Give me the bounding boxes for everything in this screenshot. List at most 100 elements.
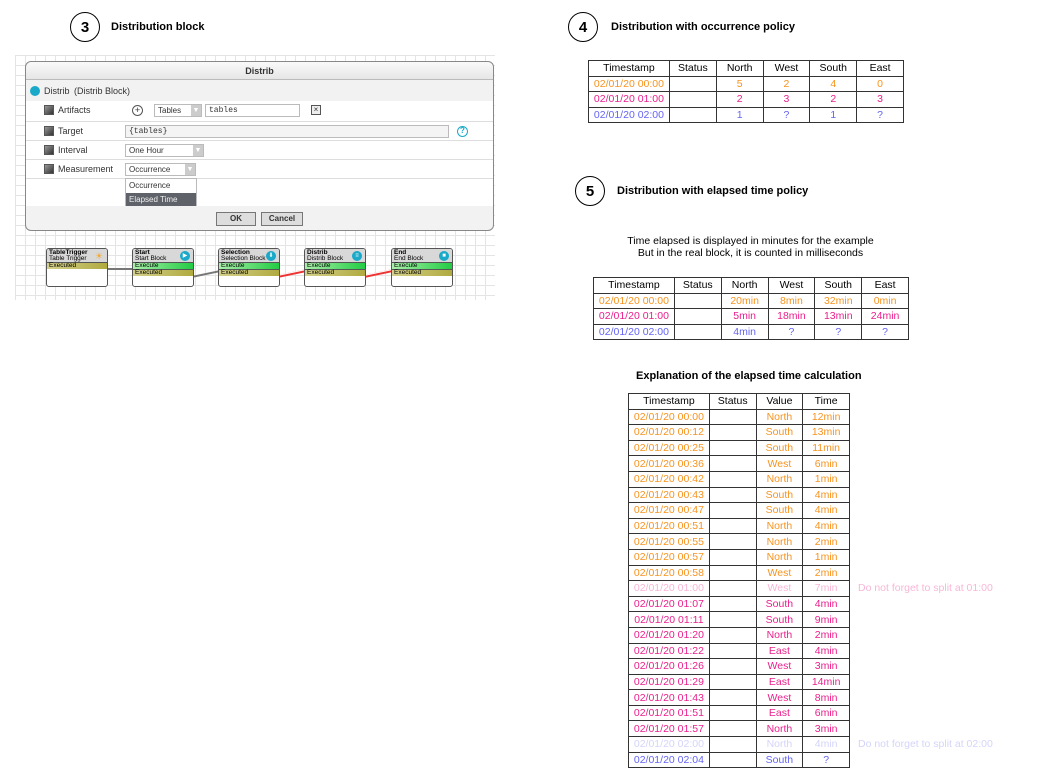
table-cell: West — [755, 564, 804, 582]
table-cell: East — [755, 704, 804, 722]
table-cell — [708, 689, 757, 706]
table-row: 02/01/20 01:43 West 8min — [628, 689, 850, 706]
block-type: (Distrib Block) — [74, 86, 131, 96]
table-row: 02/01/20 00:42 North 1min — [628, 470, 850, 488]
block-header: TableTrigger Table Trigger — [47, 249, 107, 262]
column-header: Timestamp — [593, 277, 675, 294]
table-cell: 02/01/20 00:00 — [628, 408, 710, 426]
option-elapsed-time[interactable]: Elapsed Time — [126, 193, 196, 206]
block-name: Distrib — [44, 86, 70, 96]
dialog-spacer — [26, 179, 493, 206]
workflow-block-selection[interactable]: Selection Selection Block ⬇ Execute Executed — [218, 248, 280, 287]
port-executed[interactable]: Executed — [305, 269, 365, 276]
port-execute[interactable]: Execute — [133, 262, 193, 269]
table-cell: 02/01/20 00:42 — [628, 470, 710, 488]
table-cell: 02/01/20 00:25 — [628, 439, 710, 457]
measurement-select[interactable]: Occurrence ▼ — [125, 163, 196, 176]
distrib-icon — [30, 86, 40, 96]
add-artifact-icon[interactable]: + — [132, 105, 143, 116]
table-cell — [708, 642, 757, 660]
table-cell: 02/01/20 01:20 — [628, 626, 710, 644]
remove-artifact-icon[interactable]: × — [311, 105, 321, 115]
section-5-title: Distribution with elapsed time policy — [617, 185, 809, 197]
table-cell: South — [755, 424, 804, 441]
filter-icon: ⬇ — [266, 251, 276, 261]
table-cell: West — [755, 658, 804, 675]
table-cell: North — [755, 408, 804, 426]
table-cell: 4min — [802, 595, 850, 613]
table-cell — [708, 455, 757, 472]
artifacts-value-input[interactable]: tables — [205, 104, 300, 117]
table-row: 02/01/20 02:00 North 4min — [628, 736, 850, 753]
port-executed[interactable]: Executed — [133, 269, 193, 276]
table-cell — [708, 533, 757, 550]
table-cell: 02/01/20 01:11 — [628, 611, 710, 628]
table-cell — [708, 611, 757, 628]
table-cell: 1min — [802, 548, 850, 566]
table-cell: 02/01/20 00:58 — [628, 564, 710, 582]
port-executed[interactable]: Executed — [219, 269, 279, 276]
port-execute[interactable]: Execute — [219, 262, 279, 269]
table-cell: North — [755, 626, 804, 644]
table-cell: ? — [856, 106, 904, 124]
table-cell: 6min — [802, 704, 850, 722]
table-cell: 1 — [715, 106, 764, 124]
table-cell: 3 — [856, 91, 904, 108]
cancel-button[interactable]: Cancel — [261, 212, 303, 226]
section-3-number: 3 — [70, 12, 100, 42]
ok-button[interactable]: OK — [216, 212, 256, 226]
workflow-block-tabletrigger[interactable]: TableTrigger Table Trigger ☀ Executed — [46, 248, 108, 287]
block-title: Start — [135, 249, 150, 256]
port-execute[interactable]: Execute — [392, 262, 452, 269]
header-row: Timestamp Status North West South East — [588, 60, 904, 77]
interval-select[interactable]: One Hour ▼ — [125, 144, 204, 157]
table-cell: 7min — [802, 580, 850, 597]
port-executed[interactable]: Executed — [392, 269, 452, 276]
port-executed[interactable]: Executed — [47, 262, 107, 269]
column-header: Status — [673, 277, 722, 294]
table-cell: ? — [814, 323, 863, 341]
table-cell: 0 — [856, 75, 904, 93]
table-row: 02/01/20 01:29 East 14min — [628, 673, 850, 691]
option-occurrence[interactable]: Occurrence — [129, 181, 171, 190]
table-cell: 02/01/20 00:43 — [628, 486, 710, 504]
table-cell: 1 — [809, 106, 858, 124]
table-cell — [708, 751, 757, 769]
table-cell: East — [755, 673, 804, 691]
block-header: Selection Selection Block — [219, 249, 279, 262]
elapsed-note: Time elapsed is displayed in minutes for… — [593, 235, 908, 259]
table-row: 02/01/20 00:55 North 2min — [628, 533, 850, 550]
table-cell: ? — [762, 106, 811, 124]
target-input[interactable]: {tables} — [125, 125, 449, 138]
block-subtitle: End Block — [394, 255, 424, 262]
column-header: East — [861, 277, 909, 294]
table-row: 02/01/20 00:25 South 11min — [628, 439, 850, 457]
table-row: 02/01/20 00:51 North 4min — [628, 517, 850, 535]
workflow-block-end[interactable]: End End Block ■ Execute Executed — [391, 248, 453, 287]
table-cell: 4min — [802, 517, 850, 535]
table-cell: 02/01/20 01:29 — [628, 673, 710, 691]
connector — [108, 268, 132, 270]
interval-value: One Hour — [129, 146, 164, 155]
table-cell — [708, 439, 757, 457]
column-header: Status — [708, 393, 757, 410]
table-row: 02/01/20 01:00 West 7min — [628, 580, 850, 597]
workflow-block-start[interactable]: Start Start Block ▶ Execute Executed — [132, 248, 194, 287]
artifacts-type-select[interactable]: Tables ▼ — [154, 104, 202, 117]
table-cell: 2min — [802, 626, 850, 644]
port-execute[interactable]: Execute — [305, 262, 365, 269]
table-cell: 4min — [802, 736, 850, 753]
table-row: 02/01/20 00:00 North 12min — [628, 408, 850, 426]
table-cell — [673, 308, 722, 325]
table-cell — [708, 580, 757, 597]
table-row: 02/01/20 01:00 5min 18min 13min 24min — [593, 308, 909, 325]
table-cell: ? — [802, 751, 850, 769]
table-cell: 4min — [720, 323, 769, 341]
table-cell — [708, 424, 757, 441]
table-cell: 1min — [802, 470, 850, 488]
chevron-down-icon: ▼ — [191, 105, 201, 116]
table-cell — [668, 106, 717, 124]
table-cell — [708, 720, 757, 738]
workflow-block-distrib[interactable]: Distrib Distrib Block ≡ Execute Executed — [304, 248, 366, 287]
help-icon[interactable]: ? — [457, 126, 468, 137]
